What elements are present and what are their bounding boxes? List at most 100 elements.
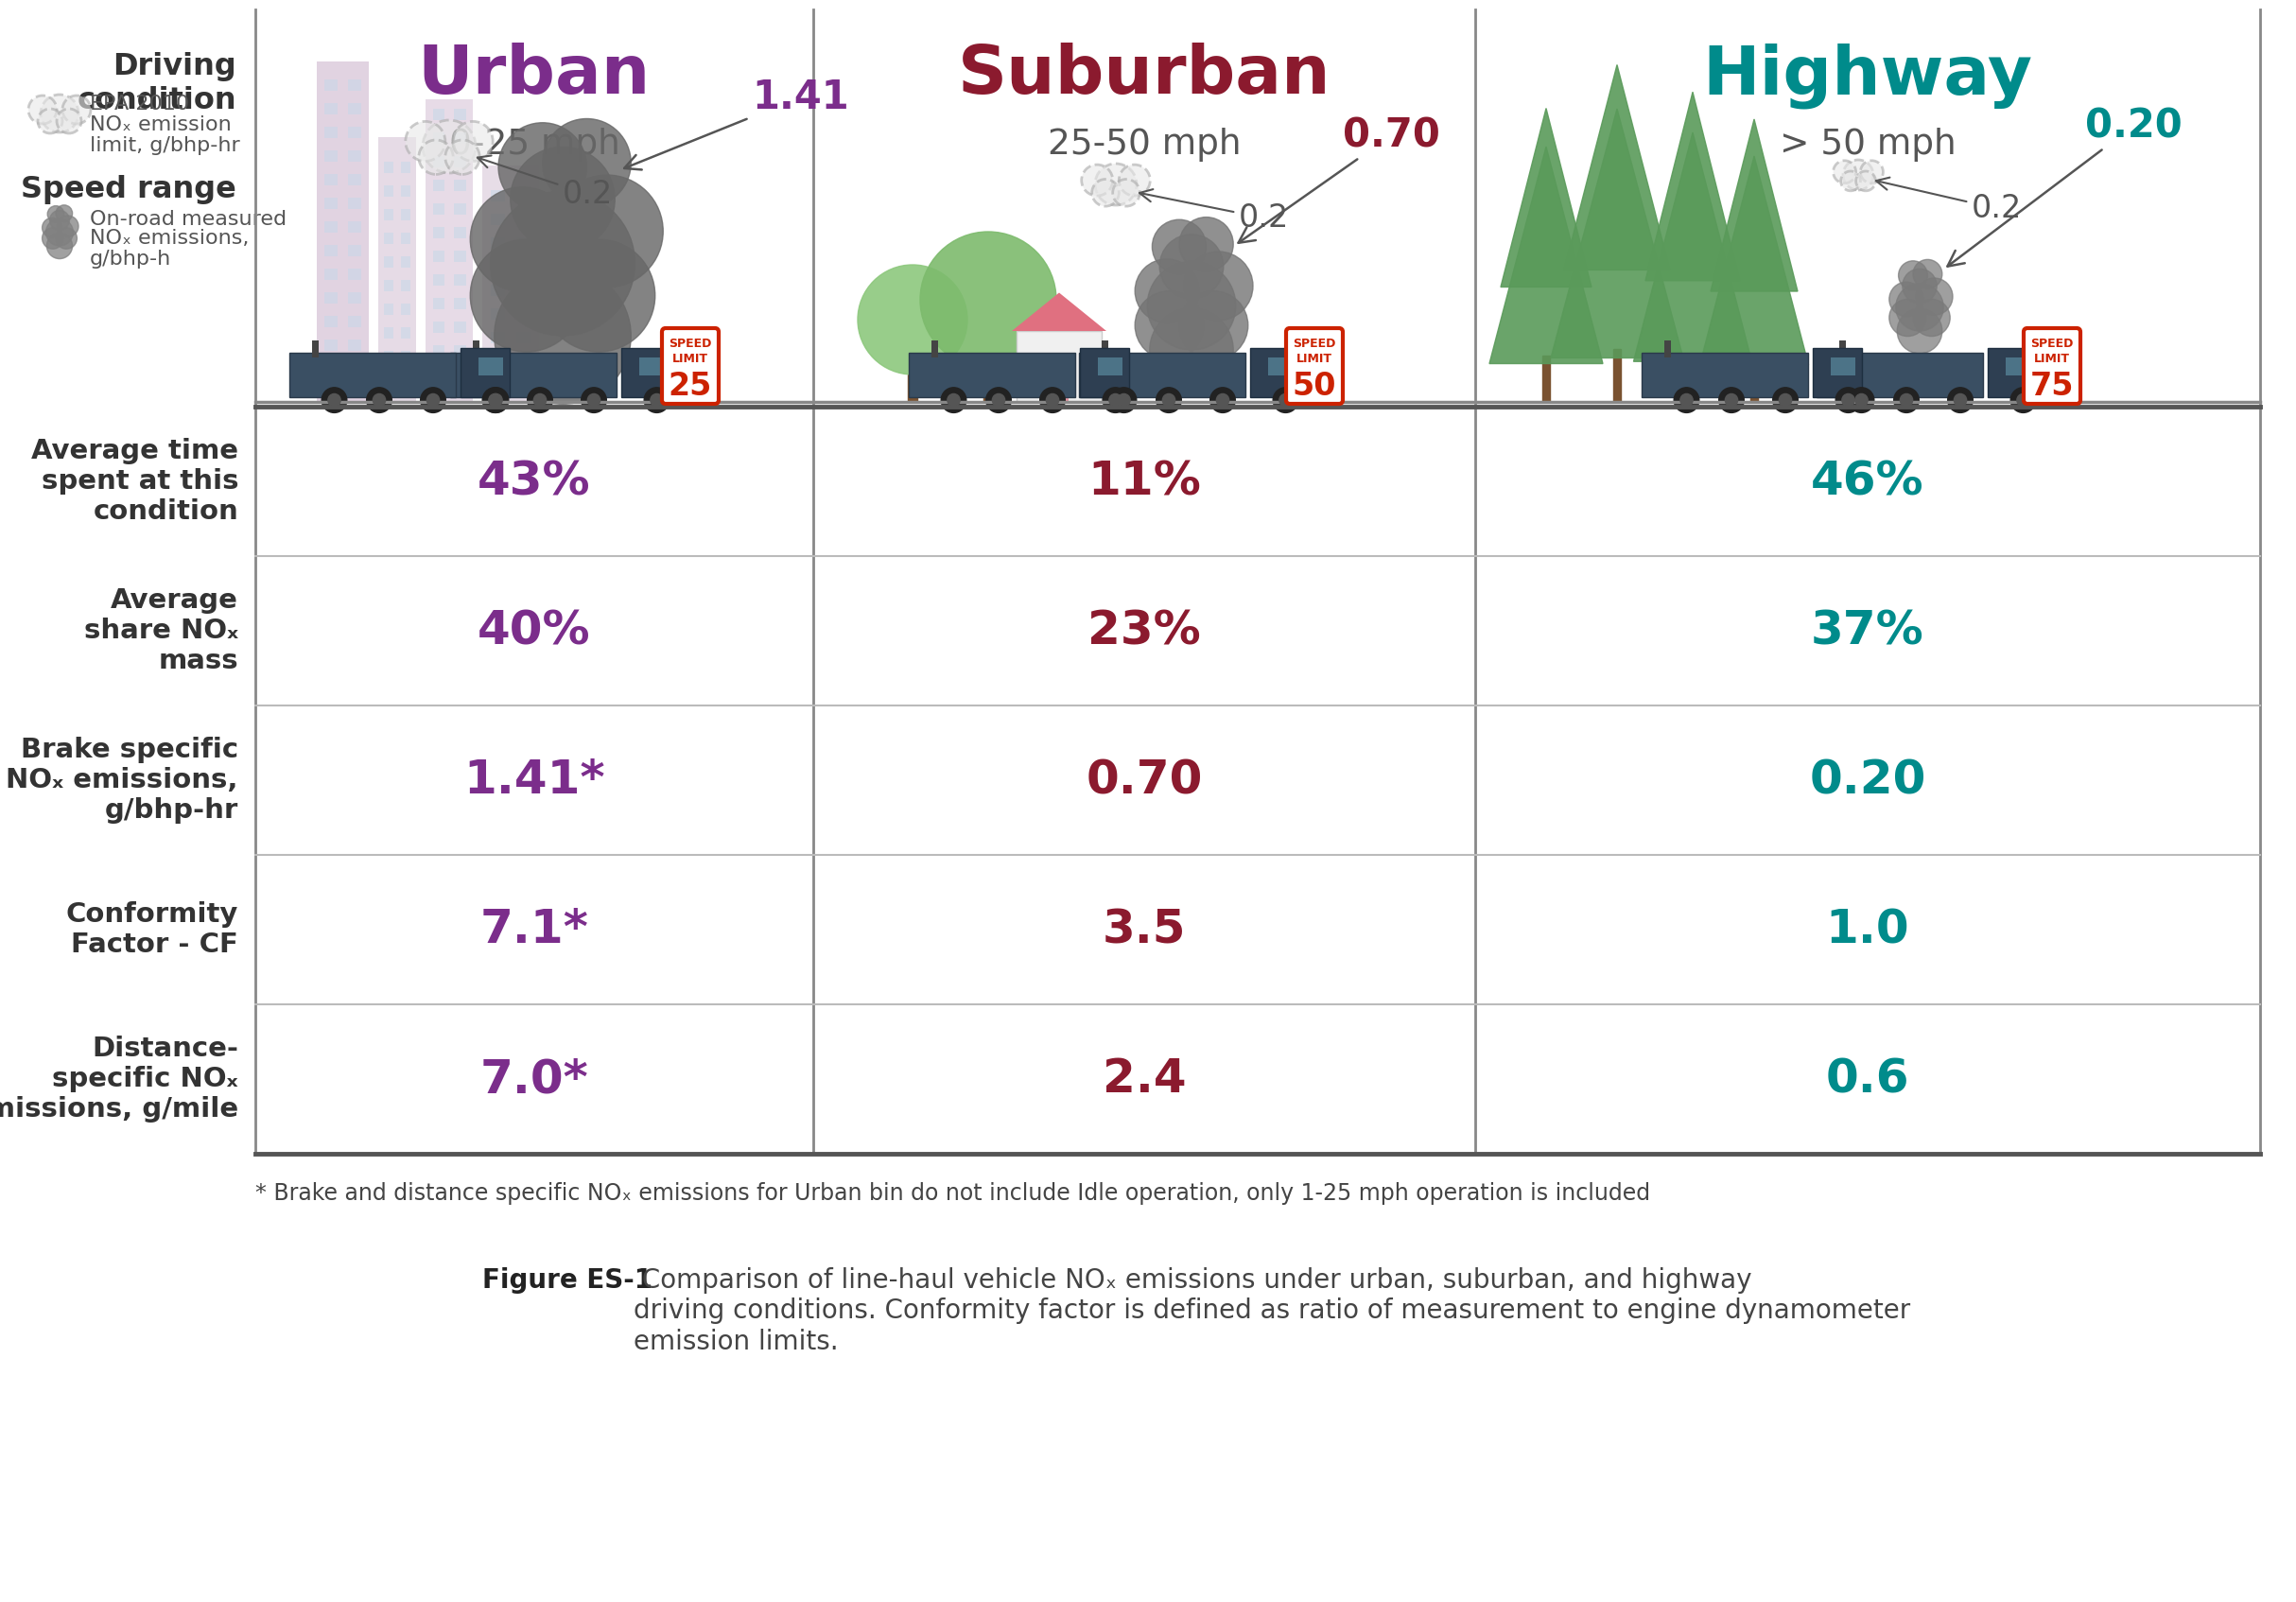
Bar	[455, 109, 466, 120]
Circle shape	[498, 123, 588, 211]
Bar	[324, 269, 338, 280]
Circle shape	[1118, 394, 1130, 407]
Circle shape	[1915, 279, 1952, 316]
Bar	[517, 284, 530, 295]
Text: 7.1*: 7.1*	[480, 907, 588, 952]
Bar	[349, 245, 360, 256]
Polygon shape	[1550, 109, 1683, 357]
Bar	[349, 103, 360, 114]
Bar	[459, 348, 510, 397]
Circle shape	[1954, 394, 1968, 407]
Bar	[455, 274, 466, 285]
Bar	[455, 344, 466, 357]
Circle shape	[418, 139, 452, 175]
Bar	[1812, 348, 1862, 397]
Text: NOₓ emission: NOₓ emission	[90, 115, 232, 135]
Circle shape	[551, 175, 664, 287]
Circle shape	[542, 119, 631, 207]
Circle shape	[1913, 300, 1949, 336]
Bar	[473, 341, 480, 357]
Circle shape	[489, 394, 501, 407]
Circle shape	[1180, 218, 1233, 271]
Bar	[324, 80, 338, 91]
Bar	[432, 203, 445, 215]
Bar	[383, 351, 393, 362]
Bar	[478, 357, 503, 375]
Bar	[402, 303, 411, 316]
Bar	[324, 103, 338, 114]
Text: SPEED: SPEED	[668, 336, 712, 349]
Circle shape	[41, 95, 78, 133]
Bar	[324, 340, 338, 351]
Circle shape	[46, 218, 73, 245]
Bar	[289, 352, 455, 397]
Polygon shape	[1013, 293, 1107, 332]
Bar	[1543, 356, 1550, 402]
Bar	[312, 341, 319, 357]
Bar	[402, 208, 411, 221]
Circle shape	[491, 191, 636, 336]
Circle shape	[372, 394, 386, 407]
Text: 0.20: 0.20	[1809, 758, 1926, 803]
Text: Urban: Urban	[418, 43, 650, 107]
Bar	[425, 99, 473, 402]
Text: 3.5: 3.5	[1102, 907, 1187, 952]
Bar	[402, 280, 411, 292]
Circle shape	[489, 394, 503, 407]
Circle shape	[510, 147, 615, 252]
Circle shape	[985, 388, 1010, 413]
Circle shape	[1040, 388, 1065, 413]
Bar	[1665, 341, 1671, 357]
Circle shape	[1841, 171, 1860, 191]
Circle shape	[1837, 388, 1860, 413]
Text: Speed range: Speed range	[21, 175, 236, 205]
Circle shape	[1217, 394, 1228, 407]
Bar	[1079, 348, 1130, 397]
Circle shape	[1896, 284, 1942, 332]
Circle shape	[328, 394, 340, 407]
Circle shape	[1109, 394, 1123, 407]
Circle shape	[1720, 388, 1745, 413]
Circle shape	[1841, 394, 1855, 407]
Circle shape	[1913, 260, 1942, 288]
Circle shape	[1844, 160, 1874, 191]
Bar	[907, 375, 918, 402]
Circle shape	[1134, 292, 1203, 360]
Circle shape	[1272, 388, 1297, 413]
Circle shape	[1095, 163, 1137, 205]
Bar	[517, 308, 530, 319]
Text: 0-25 mph: 0-25 mph	[448, 128, 620, 162]
Bar	[383, 280, 393, 292]
Circle shape	[1901, 394, 1913, 407]
Bar	[491, 213, 505, 224]
Circle shape	[48, 205, 64, 223]
Circle shape	[62, 96, 92, 123]
Text: 25: 25	[668, 370, 712, 402]
Bar	[1988, 348, 2037, 397]
Circle shape	[992, 394, 1006, 407]
Circle shape	[482, 388, 507, 413]
Bar	[324, 175, 338, 186]
Circle shape	[1896, 309, 1942, 354]
Circle shape	[1681, 394, 1692, 407]
Bar	[349, 340, 360, 351]
Text: 0.70: 0.70	[1238, 115, 1440, 244]
Bar	[1079, 352, 1244, 397]
Bar	[983, 368, 992, 402]
Bar	[455, 298, 466, 309]
Bar	[402, 186, 411, 197]
Bar	[517, 189, 530, 200]
Bar	[349, 269, 360, 280]
Circle shape	[1148, 261, 1235, 349]
Text: Average time
spent at this
condition: Average time spent at this condition	[32, 437, 239, 525]
Text: LIMIT: LIMIT	[1297, 352, 1332, 365]
Bar	[402, 351, 411, 362]
Text: Conformity
Factor - CF: Conformity Factor - CF	[67, 900, 239, 958]
Circle shape	[1855, 171, 1876, 191]
Circle shape	[1185, 252, 1254, 320]
Bar	[1097, 357, 1123, 375]
Bar	[402, 232, 411, 244]
Bar	[324, 316, 338, 327]
Text: 75: 75	[2030, 370, 2073, 402]
Circle shape	[1832, 160, 1855, 183]
